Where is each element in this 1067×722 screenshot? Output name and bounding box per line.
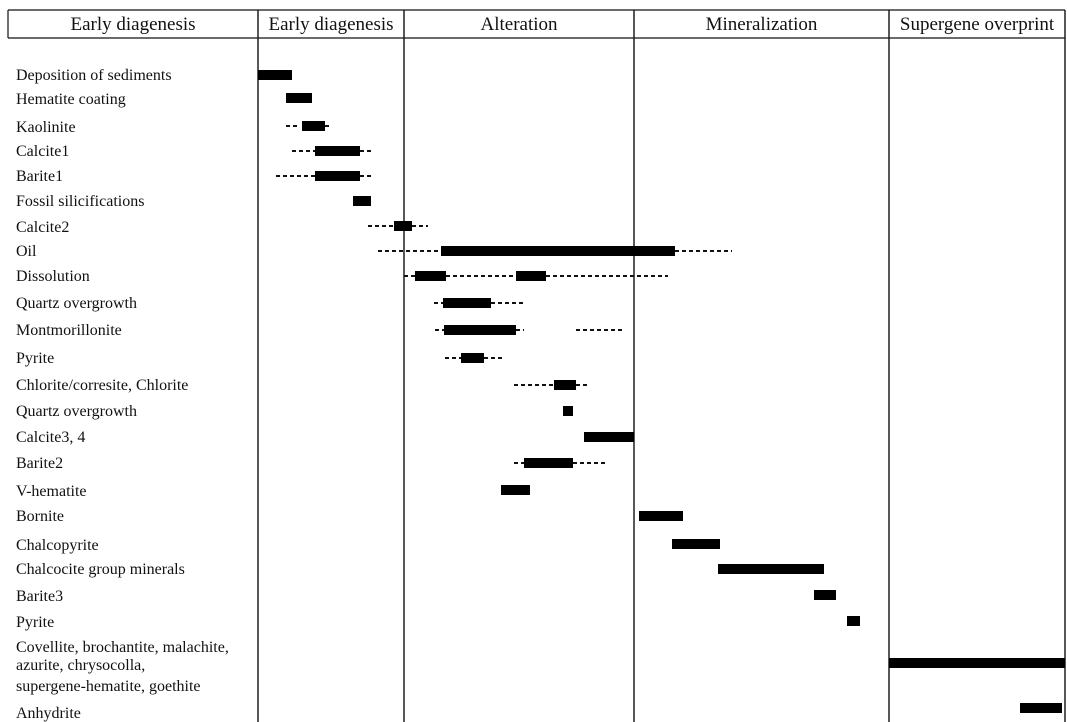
row-label: Anhydrite [16,705,81,722]
header-row: Early diagenesis Early diagenesis Alterati… [70,14,1054,35]
row-label: Deposition of sediments [16,67,172,84]
column-header: Early diagenesis [70,14,195,35]
duration-bar [639,511,683,521]
column-header: Alteration [480,14,558,35]
duration-bar [718,564,824,574]
table-frame [7,9,1066,722]
row-label: Barite1 [16,168,63,185]
row-label: Covellite, brochantite, malachite, [16,639,229,656]
row-label: supergene-hematite, goethite [16,678,201,695]
duration-bar [814,590,836,600]
duration-bar [315,146,360,156]
duration-bar [443,298,491,308]
row-label: Kaolinite [16,119,76,136]
row-label: Quartz overgrowth [16,295,137,312]
duration-bar [441,246,675,256]
column-header: Early diagenesis [268,14,393,35]
row-label: Oil [16,243,37,260]
duration-bar [584,432,634,442]
duration-bar [444,325,516,335]
row-label: Chalcocite group minerals [16,561,185,578]
row-label: azurite, chrysocolla, [16,657,145,674]
duration-bars [258,70,1065,713]
row-label: Calcite3, 4 [16,429,85,446]
row-label: Dissolution [16,268,90,285]
row-labels: Deposition of sediments Hematite coating K… [16,67,229,722]
row-label: Quartz overgrowth [16,403,137,420]
row-label: Chalcopyrite [16,537,99,554]
duration-bar [353,196,371,206]
duration-bar [524,458,573,468]
row-label: Calcite1 [16,143,69,160]
duration-bar [258,70,292,80]
column-header: Mineralization [706,14,818,35]
duration-bar [554,380,576,390]
row-label: Hematite coating [16,91,126,108]
duration-bar [847,616,860,626]
duration-bar [563,406,573,416]
duration-bar [315,171,360,181]
row-label: Pyrite [16,614,54,631]
duration-bar [286,93,312,103]
row-label: Chlorite/corresite, Chlorite [16,377,188,394]
row-label: Calcite2 [16,219,69,236]
duration-bar [501,485,530,495]
row-label: V-hematite [16,483,87,500]
row-label: Fossil silicifications [16,193,144,210]
duration-bar [516,271,546,281]
row-label: Barite2 [16,455,63,472]
duration-bar [302,121,325,131]
duration-bar [672,539,720,549]
duration-bar [1020,703,1062,713]
duration-bar [415,271,446,281]
column-header: Supergene overprint [900,14,1055,35]
duration-bar [394,221,412,231]
row-label: Bornite [16,508,64,525]
row-label: Barite3 [16,588,63,605]
duration-bar [461,353,484,363]
row-label: Montmorillonite [16,322,122,339]
row-label: Pyrite [16,350,54,367]
duration-bar [889,658,1065,668]
